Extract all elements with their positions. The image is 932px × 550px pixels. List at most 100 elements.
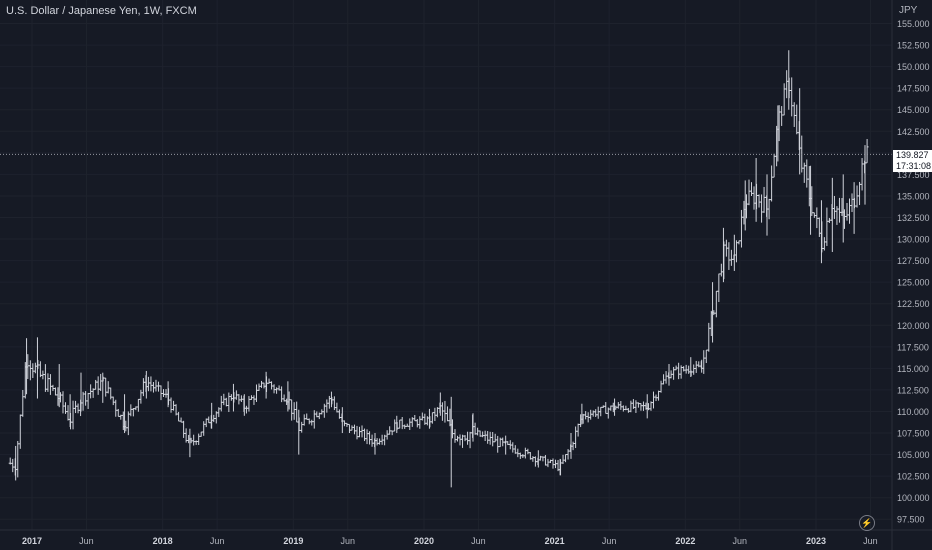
time-tick-label: 2022 (675, 536, 695, 546)
ohlc-bar (365, 429, 369, 445)
ohlc-bar (81, 391, 85, 411)
ohlc-bar (792, 102, 796, 127)
price-tick-label: 135.000 (897, 191, 930, 201)
ohlc-bar (453, 429, 457, 443)
ohlc-bar (302, 414, 306, 426)
ohlc-bar (677, 362, 681, 380)
time-tick-label: 2017 (22, 536, 42, 546)
ohlc-bar (307, 418, 311, 425)
ohlc-bar (104, 377, 108, 397)
ohlc-bar (719, 263, 723, 277)
ohlc-bar (546, 458, 550, 468)
ohlc-bar (488, 431, 492, 445)
bar-countdown: 17:31:08 (896, 161, 932, 171)
ohlc-bar (750, 182, 754, 197)
ohlc-bar (659, 380, 663, 393)
price-tick-label: 112.500 (897, 385, 929, 395)
ohlc-bar (727, 242, 731, 270)
ohlc-bar (111, 396, 115, 406)
ohlc-bar (430, 412, 434, 424)
ohlc-bar (621, 405, 625, 412)
ohlc-bar (760, 194, 764, 223)
ohlc-bar (252, 395, 256, 405)
ohlc-bar (461, 434, 465, 448)
price-tick-label: 122.500 (897, 299, 930, 309)
ohlc-bar (204, 418, 208, 428)
ohlc-bar (169, 397, 173, 413)
time-tick-label: Jun (733, 536, 748, 546)
ohlc-bar (657, 390, 661, 401)
ohlc-bar (370, 434, 374, 447)
ohlc-bar (445, 406, 449, 422)
price-tick-label: 120.000 (897, 321, 930, 331)
ohlc-bar (523, 447, 527, 459)
ohlc-bar (18, 414, 22, 449)
ohlc-bar (219, 395, 223, 412)
ohlc-bar (664, 371, 668, 384)
ohlc-bar (109, 387, 113, 400)
ohlc-bar (511, 442, 515, 453)
ohlc-bar (114, 399, 118, 417)
ohlc-bar (832, 196, 836, 219)
ohlc-bar (639, 403, 643, 411)
ohlc-bar (848, 198, 852, 224)
time-axis[interactable]: 2017 Jun 2018 Jun 2019 Jun 2020 Jun 2021 Jun 2022 J… (22, 536, 878, 546)
time-tick-label: Jun (210, 536, 225, 546)
ohlc-bar (94, 379, 98, 390)
ohlc-bar (531, 456, 535, 462)
ohlc-bar (21, 389, 25, 417)
time-tick-label: Jun (79, 536, 94, 546)
price-tick-label: 137.500 (897, 170, 930, 180)
ohlc-bar (687, 365, 691, 374)
ohlc-bar (790, 77, 794, 117)
ohlc-bar (408, 418, 412, 430)
ohlc-bar (817, 217, 821, 237)
ohlc-bar (398, 419, 402, 429)
ohlc-bar (393, 419, 397, 432)
symbol-title: U.S. Dollar / Japanese Yen, 1W, FXCM (6, 5, 197, 17)
ohlc-bar (571, 441, 575, 451)
ohlc-bar (561, 454, 565, 465)
ohlc-bar (290, 399, 294, 421)
time-tick-label: Jun (341, 536, 356, 546)
ohlc-bar (177, 411, 181, 422)
ohlc-bar (574, 426, 578, 449)
ohlc-bar (270, 381, 274, 390)
ohlc-bar (767, 198, 771, 220)
ohlc-bar (262, 382, 266, 389)
price-tick-label: 132.500 (897, 213, 930, 223)
grid-lines (0, 0, 892, 530)
ohlc-bar (516, 448, 520, 458)
ohlc-bar (53, 387, 57, 396)
ohlc-bar (159, 385, 163, 401)
ohlc-bar (694, 360, 698, 373)
ohlc-bar (141, 378, 145, 397)
ohlc-bar (795, 104, 799, 135)
ohlc-bar (139, 389, 143, 404)
current-price-label: 139.827 17:31:08 (893, 150, 932, 172)
ohlc-bar (641, 401, 645, 411)
ohlc-bar (805, 159, 809, 188)
price-tick-label: 107.500 (897, 429, 930, 439)
ohlc-bar (707, 322, 711, 352)
price-tick-label: 117.500 (897, 342, 929, 352)
time-tick-label: Jun (863, 536, 878, 546)
ohlc-bar (865, 138, 869, 164)
ohlc-bar (71, 400, 75, 430)
ohlc-bar (192, 434, 196, 446)
ohlc-bar (244, 405, 248, 414)
ohlc-bar (16, 440, 20, 478)
current-price-value: 139.827 (896, 150, 929, 160)
ohlc-bar (496, 435, 500, 453)
price-tick-label: 150.000 (897, 62, 930, 72)
ohlc-bar (714, 290, 718, 318)
price-axis[interactable]: 97.500 100.000 102.500 105.000 107.500 110.00… (897, 19, 930, 525)
lightning-icon[interactable]: ⚡ (859, 515, 875, 531)
ohlc-bar (126, 411, 130, 436)
ohlc-bar (526, 448, 530, 455)
ohlc-bar (752, 186, 756, 210)
ohlc-bar (146, 376, 150, 392)
ohlc-bar (400, 417, 404, 430)
ohlc-bar (785, 70, 789, 99)
